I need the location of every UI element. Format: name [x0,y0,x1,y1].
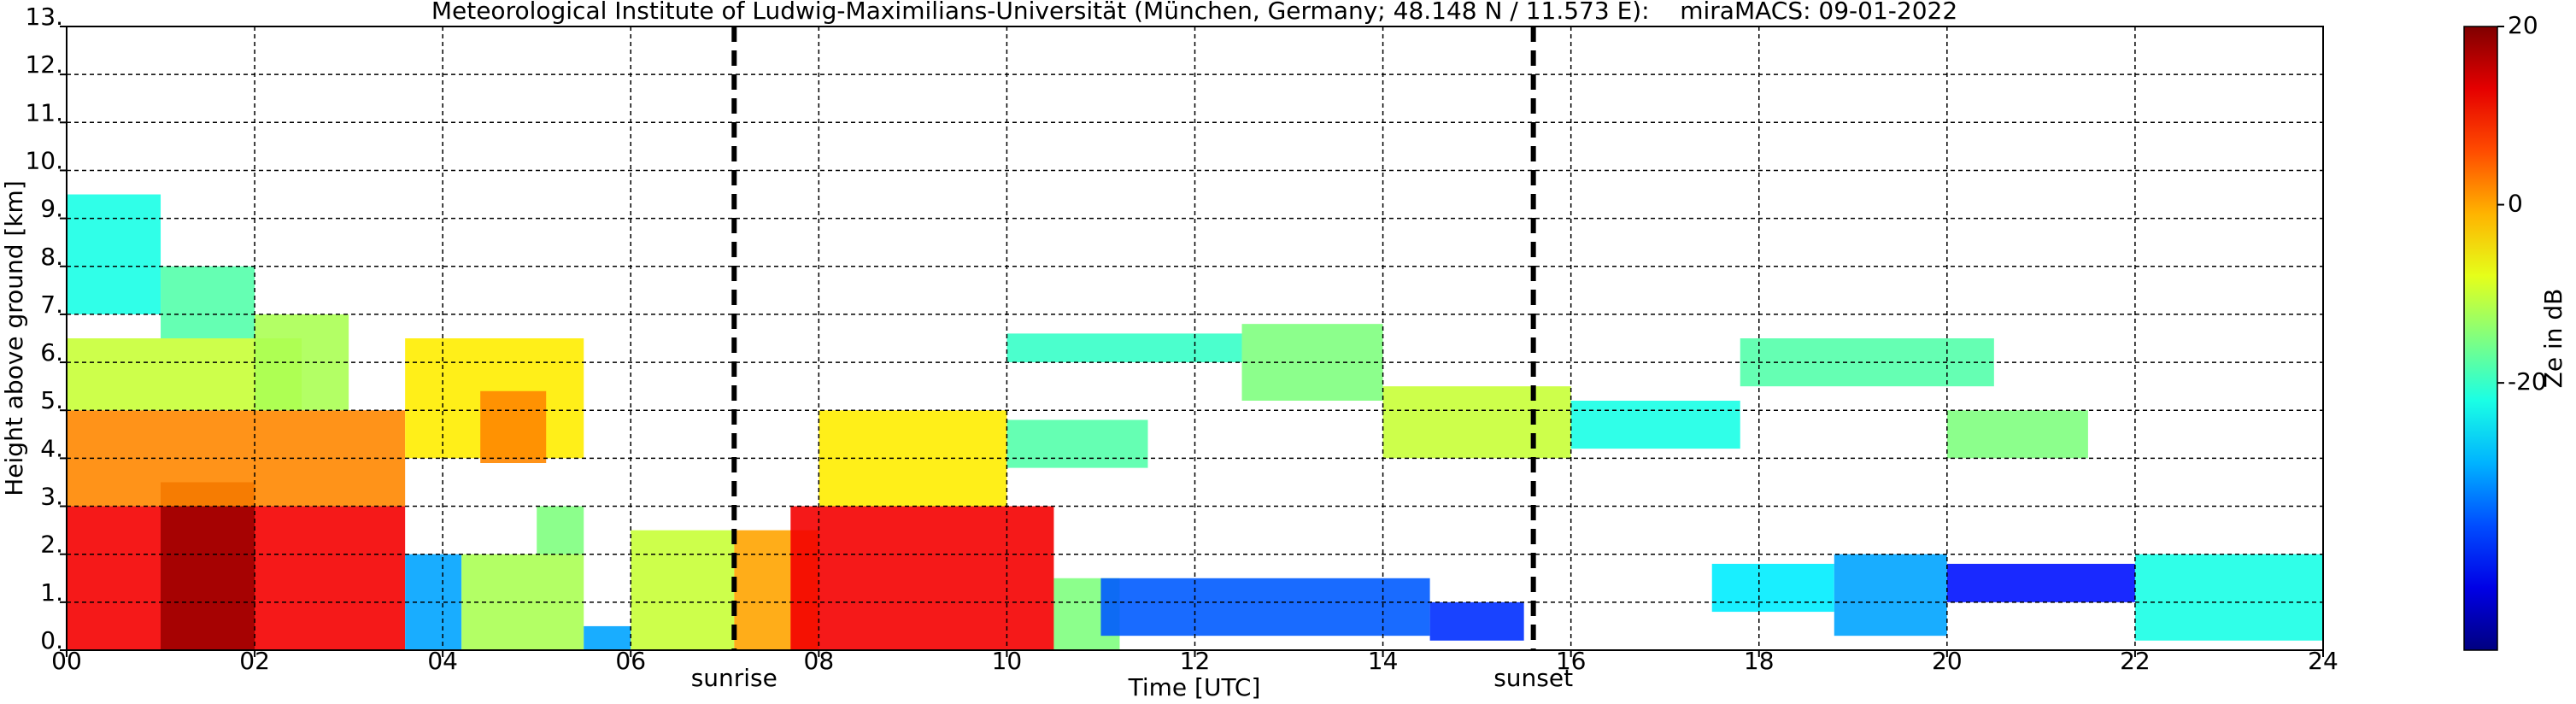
y-tick-label: 3. [40,483,63,511]
y-tick-label: 6. [40,338,63,367]
echo-cell [1946,563,2135,602]
echo-cell [1570,401,1740,449]
y-tick-label: 13. [25,3,63,31]
colorbar-tick-label: 20 [2508,11,2538,39]
colorbar-tick-label: -20 [2508,367,2547,396]
echo-cell [790,506,1054,650]
echo-cell [1006,333,1242,363]
y-tick-label: 7. [40,290,63,319]
y-tick-label: 10. [25,146,63,174]
echo-cell [584,625,631,650]
x-tick-label: 00 [51,647,82,675]
x-tick-label: 20 [1932,647,1963,675]
event-label: sunrise [691,664,777,692]
colorbar-label: Ze in dB [2539,289,2567,389]
x-tick-label: 02 [239,647,270,675]
echo-cell [2134,554,2323,641]
x-tick-label: 16 [1556,647,1587,675]
echo-cell [1946,410,2088,459]
echo-cell [1834,554,1947,637]
echo-cell [1429,601,1524,641]
echo-cell [480,390,547,463]
y-tick-label: 2. [40,531,63,559]
x-tick-label: 24 [2308,647,2338,675]
colorbar [2463,26,2498,651]
y-tick-label: 0. [40,626,63,654]
y-axis-label: Height above ground [km] [0,180,28,496]
echo-cell [1711,563,1834,613]
echo-cell [1382,386,1571,459]
x-tick-label: 14 [1368,647,1399,675]
x-tick-label: 06 [615,647,646,675]
echo-cell [1006,419,1148,468]
echo-cell [1100,578,1430,637]
y-tick-label: 9. [40,195,63,223]
y-tick-label: 4. [40,434,63,462]
x-tick-label: 22 [2120,647,2151,675]
y-tick-label: 12. [25,50,63,79]
x-tick-label: 12 [1180,647,1211,675]
y-tick-label: 11. [25,98,63,126]
echo-cell [631,530,735,650]
echo-cell [161,266,255,338]
y-tick-label: 8. [40,243,63,271]
x-tick-label: 04 [427,647,458,675]
colorbar-tick-label: 0 [2508,190,2523,218]
y-tick-label: 1. [40,578,63,607]
x-axis-label: Time [UTC] [1128,673,1261,701]
event-label: sunset [1493,664,1573,692]
echo-cell [161,482,255,650]
y-tick-label: 5. [40,386,63,414]
echo-cell [537,506,584,554]
x-tick-label: 18 [1744,647,1775,675]
x-tick-label: 10 [992,647,1023,675]
chart-title: Meteorological Institute of Ludwig-Maxim… [431,0,1957,25]
echo-cell [67,194,161,314]
x-tick-label: 08 [804,647,835,675]
